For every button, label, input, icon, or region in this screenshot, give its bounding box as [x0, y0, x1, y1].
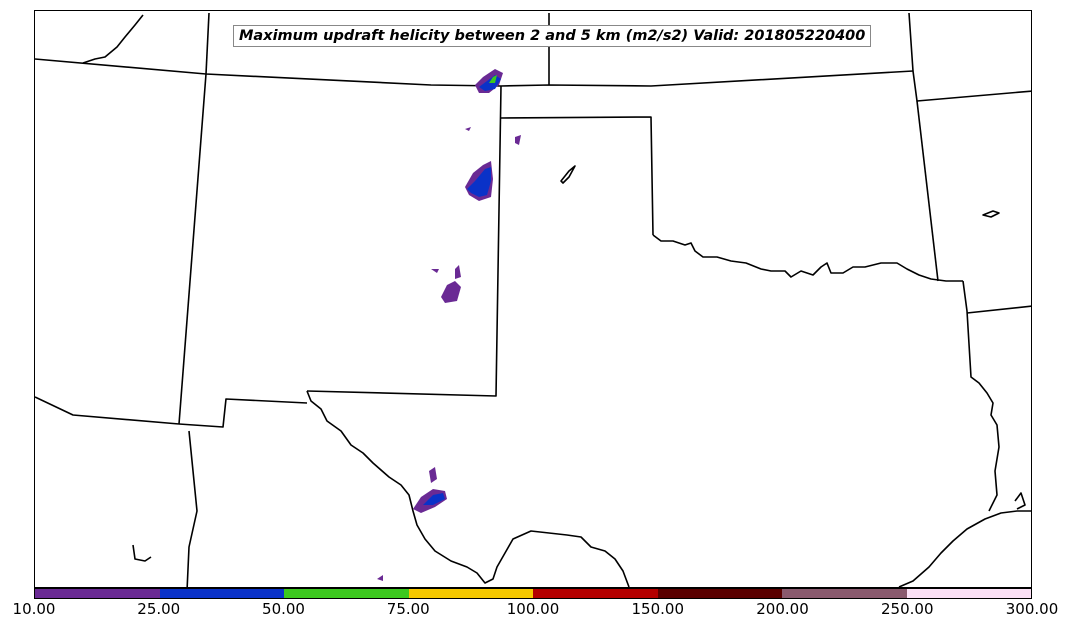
- lake-shape: [982, 210, 1000, 218]
- colorbar-segment: [159, 589, 284, 598]
- colorbar-tick-label: 250.00: [881, 600, 934, 618]
- colorbar-segment: [533, 589, 658, 598]
- swath-high: [489, 75, 497, 83]
- map-canvas: [35, 12, 1031, 587]
- map-title: Maximum updraft helicity between 2 and 5…: [233, 25, 872, 47]
- gulf-coastline: [898, 510, 1031, 587]
- state-border-ne-west: [205, 12, 210, 75]
- coast-puget: [82, 14, 144, 64]
- helicity-swaths: [377, 69, 521, 581]
- colorbar-tick-label: 25.00: [137, 600, 181, 618]
- state-border-ar-la: [966, 305, 1031, 314]
- colorbar-tick-label: 300.00: [1005, 600, 1059, 618]
- lake-shape: [560, 165, 576, 184]
- state-border-ok-panhandle: [500, 116, 654, 236]
- state-border-az-mx: [35, 396, 180, 425]
- colorbar-tick-label: 200.00: [756, 600, 809, 618]
- colorbar: [34, 588, 1032, 599]
- map-panel: Maximum updraft helicity between 2 and 5…: [34, 10, 1032, 588]
- colorbar-segment: [906, 589, 1031, 598]
- state-border-rio-grande: [306, 390, 630, 587]
- mexico-border-west: [186, 430, 198, 587]
- state-border-north: [35, 58, 914, 87]
- swath-low: [377, 575, 383, 581]
- colorbar-tick-label: 150.00: [631, 600, 685, 618]
- swath-low: [441, 281, 461, 303]
- colorbar-segment: [284, 589, 409, 598]
- swath-low: [429, 467, 437, 483]
- colorbar-tick-label: 100.00: [506, 600, 560, 618]
- colorbar-tick-label: 10.00: [12, 600, 56, 618]
- colorbar-segment: [782, 589, 907, 598]
- state-border-ia: [908, 12, 1031, 102]
- colorbar-tick-label: 75.00: [386, 600, 430, 618]
- colorbar-tick-label: 50.00: [262, 600, 305, 618]
- state-border-nm-mx: [178, 398, 308, 428]
- state-border-tx-la: [962, 280, 1000, 512]
- coast-baja: [132, 544, 152, 562]
- swath-mid: [423, 493, 445, 505]
- colorbar-segment: [408, 589, 533, 598]
- swath-low: [515, 135, 521, 145]
- swath-low: [455, 265, 461, 279]
- swath-mid: [467, 167, 491, 197]
- swath-low: [431, 269, 439, 273]
- swath-low: [465, 127, 471, 131]
- state-border-nm-tx: [306, 85, 502, 397]
- colorbar-segment: [657, 589, 782, 598]
- state-border-az-nm: [178, 73, 207, 425]
- state-border-ok-ar: [916, 100, 939, 282]
- colorbar-labels: 10.00 25.00 50.00 75.00 100.00 150.00 200.00 25…: [0, 600, 1070, 624]
- coast-galveston: [1014, 492, 1026, 510]
- colorbar-segment: [35, 589, 160, 598]
- state-border-red-river: [652, 234, 963, 282]
